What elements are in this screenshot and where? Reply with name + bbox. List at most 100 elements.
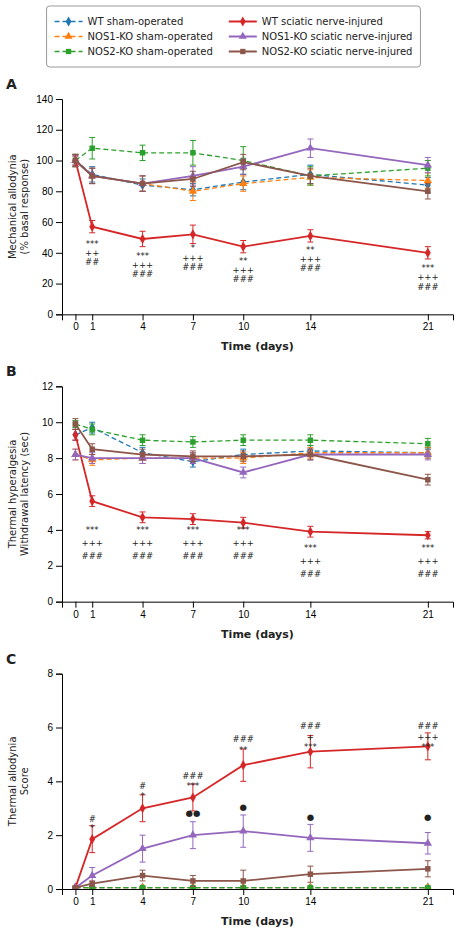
error-bar-cap	[425, 258, 431, 259]
error-bar-cap	[72, 154, 78, 155]
annotation: ###	[233, 551, 254, 561]
x-tick-mark	[143, 314, 144, 320]
error-bar-cap	[307, 183, 313, 184]
y-tick: 6	[47, 489, 62, 500]
x-tick-mark	[75, 889, 76, 895]
point	[425, 441, 430, 446]
point	[190, 439, 195, 444]
error-bar-cap	[89, 454, 95, 455]
error-bar-cap	[240, 467, 246, 468]
error-bar-cap	[307, 229, 313, 230]
y-tick-label: 2	[47, 830, 53, 841]
y-axis-line	[56, 100, 63, 315]
point	[424, 160, 432, 167]
series	[72, 154, 430, 199]
annotation: +++	[417, 732, 438, 742]
y-tick: 10	[42, 417, 62, 428]
point	[424, 883, 432, 889]
y-tick-mark	[56, 130, 62, 131]
series	[71, 815, 432, 889]
y-tick: 12	[42, 381, 62, 392]
error-bar-cap	[72, 166, 78, 167]
annotation: ###	[132, 269, 153, 279]
x-tick-label: 14	[305, 321, 317, 332]
error-bar-cap	[240, 240, 246, 241]
error-bar	[89, 424, 95, 435]
error-bar-cap	[89, 183, 95, 184]
error-bar	[140, 176, 146, 191]
error-bar-cap	[89, 158, 95, 159]
error-bar	[89, 168, 95, 183]
error-bar-cap	[190, 875, 196, 876]
y-tick-mark	[56, 314, 62, 315]
error-bar-cap	[240, 174, 246, 175]
error-bar-cap	[140, 870, 146, 871]
point	[239, 826, 247, 833]
error-bar	[140, 512, 146, 523]
annotation: +++	[300, 556, 321, 566]
annotation: ###	[233, 734, 254, 744]
y-axis-line	[56, 387, 63, 602]
annotation: ###	[182, 771, 203, 781]
annotation: ###	[417, 282, 438, 292]
error-bar-cap	[425, 759, 431, 760]
error-bar-cap	[89, 166, 95, 167]
annotation: ###	[82, 551, 103, 561]
error-bar-cap	[140, 145, 146, 146]
error-bar-cap	[307, 242, 313, 243]
legend-swatch-marker	[239, 32, 247, 39]
error-bar-cap	[425, 459, 431, 460]
x-tick-label: 4	[140, 609, 146, 620]
x-tick-mark	[243, 314, 244, 320]
error-bar-cap	[190, 463, 196, 464]
error-bar-cap	[240, 434, 246, 435]
point	[73, 158, 78, 163]
error-bar	[240, 451, 246, 462]
annotation: ###	[182, 551, 203, 561]
error-bar-cap	[72, 429, 78, 430]
y-tick-label: 20	[42, 278, 54, 289]
y-tick: 140	[36, 94, 62, 105]
x-tick: 10	[238, 314, 250, 332]
error-bar-cap	[307, 449, 313, 450]
error-bar-cap	[140, 246, 146, 247]
y-axis: 024681012	[42, 381, 63, 607]
series-line	[75, 161, 427, 192]
point	[189, 186, 197, 193]
error-bar-cap	[72, 154, 78, 155]
point	[307, 231, 313, 241]
x-axis: 0147101421	[63, 602, 454, 620]
point	[189, 830, 197, 837]
annotation: +++	[132, 538, 153, 548]
error-bar-cap	[240, 814, 246, 815]
y-tick-mark	[56, 284, 62, 285]
error-bar-cap	[190, 186, 196, 187]
error-bar-cap	[307, 459, 313, 460]
y-tick: 100	[36, 155, 62, 166]
point	[89, 446, 94, 451]
x-tick-label: 14	[305, 896, 317, 907]
annotation: ###	[417, 569, 438, 579]
x-tick: 1	[90, 314, 96, 332]
legend-label: WT sham-operated	[88, 16, 184, 27]
error-bar-cap	[425, 172, 431, 173]
error-bar-cap	[190, 848, 196, 849]
error-bar	[140, 870, 146, 881]
error-bar-cap	[72, 154, 78, 155]
annotation: ●	[240, 802, 247, 812]
point	[138, 883, 146, 889]
error-bar	[240, 241, 246, 253]
x-tick: 4	[140, 602, 146, 620]
error-bar-cap	[140, 821, 146, 822]
error-bar-cap	[140, 463, 146, 464]
error-bar	[307, 168, 313, 183]
annotations: #*#*###***●●###**●###+***●###+++***●	[89, 721, 439, 833]
error-bar	[307, 449, 313, 460]
x-tick-label: 7	[191, 609, 197, 620]
point	[89, 145, 94, 150]
x-tick: 0	[73, 602, 79, 620]
error-bar-cap	[140, 175, 146, 176]
x-tick-label: 10	[238, 321, 250, 332]
error-bar-cap	[240, 252, 246, 253]
x-tick-label: 0	[73, 609, 79, 620]
